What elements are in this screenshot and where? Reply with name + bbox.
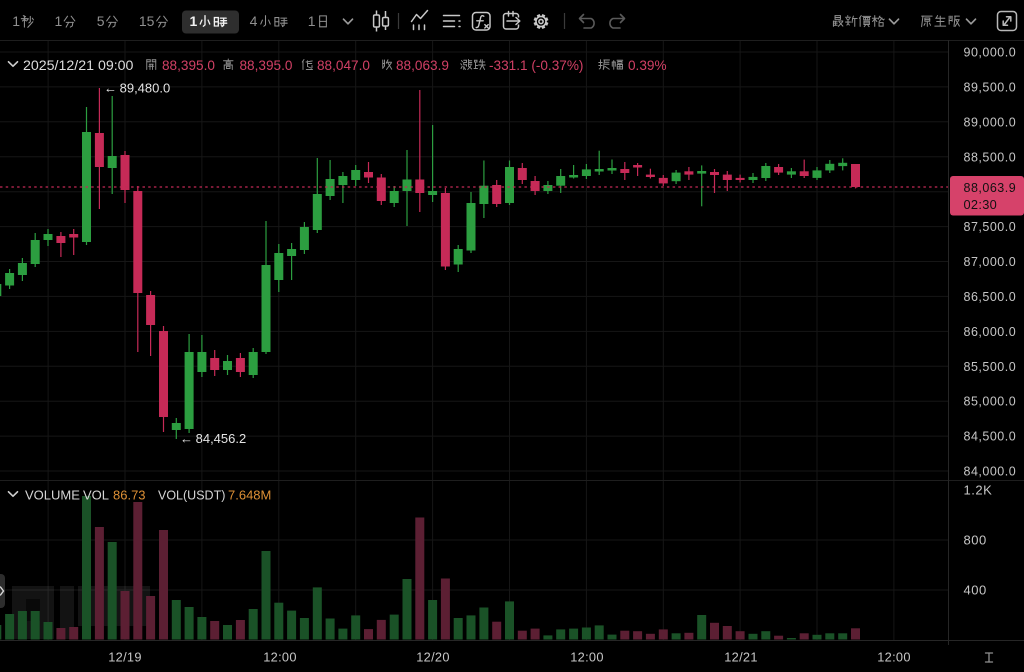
svg-text:1: 1 [55, 13, 63, 29]
svg-text:12:00: 12:00 [570, 650, 604, 665]
svg-text:1.2K: 1.2K [964, 483, 993, 498]
svg-text:02:30: 02:30 [964, 197, 998, 212]
svg-text:90,000.0: 90,000.0 [964, 46, 1017, 60]
svg-text:12/19: 12/19 [108, 650, 142, 665]
svg-text:1: 1 [12, 13, 20, 29]
svg-text:89,000.0: 89,000.0 [964, 115, 1017, 129]
svg-text:88,395.0: 88,395.0 [162, 58, 215, 73]
svg-text:-331.1 (-0.37%): -331.1 (-0.37%) [489, 58, 583, 73]
svg-text:12/21: 12/21 [724, 650, 758, 665]
svg-text:12/20: 12/20 [416, 650, 450, 665]
svg-text:12:00: 12:00 [263, 650, 297, 665]
svg-text:15: 15 [139, 13, 155, 29]
svg-text:88,063.9: 88,063.9 [964, 181, 1017, 195]
svg-text:86,000.0: 86,000.0 [964, 325, 1017, 339]
svg-text:800: 800 [964, 533, 987, 548]
svg-text:1: 1 [190, 13, 198, 29]
svg-text:88,063.9: 88,063.9 [396, 58, 449, 73]
svg-text:89,500.0: 89,500.0 [964, 80, 1017, 94]
svg-text:88,500.0: 88,500.0 [964, 150, 1017, 164]
svg-text:86,500.0: 86,500.0 [964, 290, 1017, 304]
svg-text:2025/12/21 09:00: 2025/12/21 09:00 [23, 58, 134, 74]
svg-text:1: 1 [308, 13, 316, 29]
svg-text:84,500.0: 84,500.0 [964, 430, 1017, 444]
svg-text:85,500.0: 85,500.0 [964, 360, 1017, 374]
svg-text:← 89,480.0: ← 89,480.0 [104, 81, 170, 96]
svg-text:7.648M: 7.648M [228, 487, 271, 502]
svg-text:85,000.0: 85,000.0 [964, 395, 1017, 409]
svg-text:87,000.0: 87,000.0 [964, 255, 1017, 269]
svg-text:4: 4 [250, 13, 258, 29]
svg-text:84,000.0: 84,000.0 [964, 465, 1017, 479]
svg-text:0.39%: 0.39% [628, 58, 667, 73]
svg-text:VOL(USDT): VOL(USDT) [158, 488, 225, 502]
svg-text:88,395.0: 88,395.0 [240, 58, 293, 73]
svg-text:12:00: 12:00 [877, 650, 911, 665]
svg-text:VOL: VOL [83, 487, 109, 502]
svg-text:88,047.0: 88,047.0 [317, 58, 370, 73]
svg-text:87,500.0: 87,500.0 [964, 220, 1017, 234]
svg-text:400: 400 [964, 583, 987, 598]
svg-text:VOLUME: VOLUME [25, 487, 80, 502]
svg-text:← 84,456.2: ← 84,456.2 [180, 431, 246, 446]
svg-text:5: 5 [97, 13, 105, 29]
svg-text:86.73: 86.73 [113, 487, 146, 502]
